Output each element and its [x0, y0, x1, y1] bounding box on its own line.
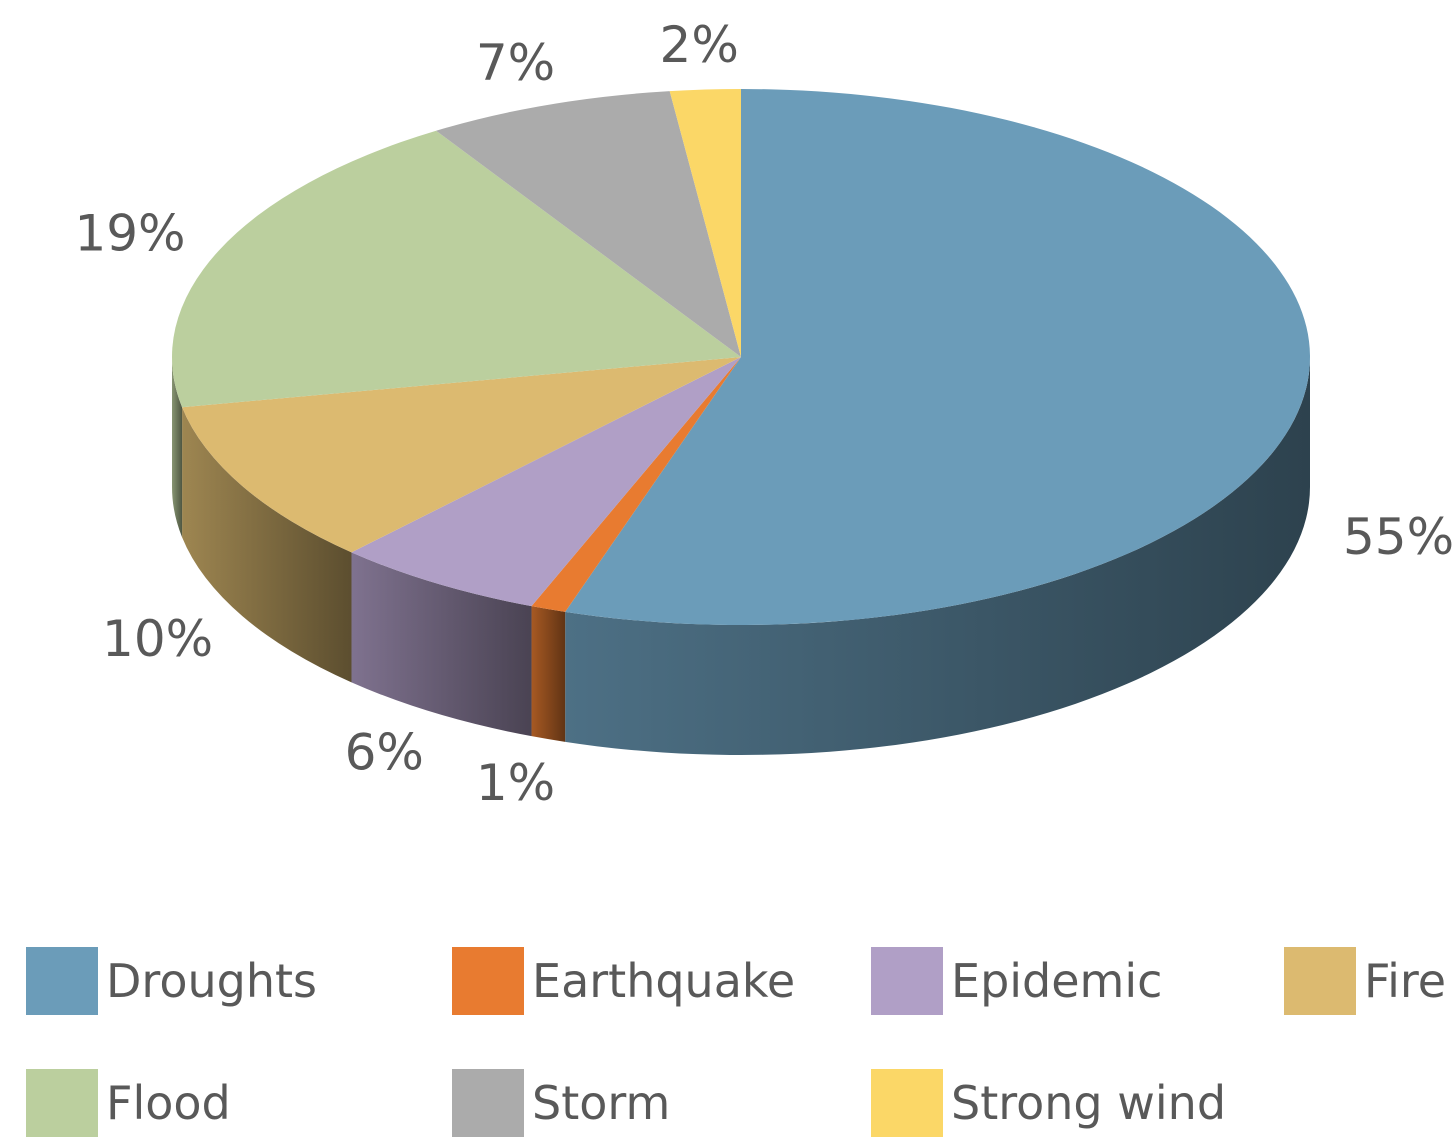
pie-side-earthquake: [531, 606, 566, 742]
pie-slice-fire: [182, 357, 741, 553]
pie-side-droughts: [565, 357, 1310, 755]
pie-slice-earthquake: [531, 357, 741, 612]
pie-slice-droughts: [565, 89, 1311, 625]
pie-slice-strong-wind: [669, 89, 741, 357]
data-label-storm: 7%: [476, 34, 555, 92]
data-label-droughts: 55%: [1343, 508, 1453, 566]
data-label-epidemic: 6%: [345, 724, 424, 782]
pie-side-fire: [182, 407, 352, 683]
pie-side-flood: [172, 357, 183, 538]
data-label-fire: 10%: [102, 610, 213, 668]
data-label-flood: 19%: [74, 204, 185, 262]
pie-side-epidemic: [351, 552, 532, 737]
data-label-earthquake: 1%: [476, 754, 555, 812]
pie-slice-flood: [172, 130, 741, 408]
data-label-strong-wind: 2%: [660, 16, 739, 74]
pie-slice-storm: [436, 91, 741, 358]
pie-slice-epidemic: [351, 357, 741, 607]
